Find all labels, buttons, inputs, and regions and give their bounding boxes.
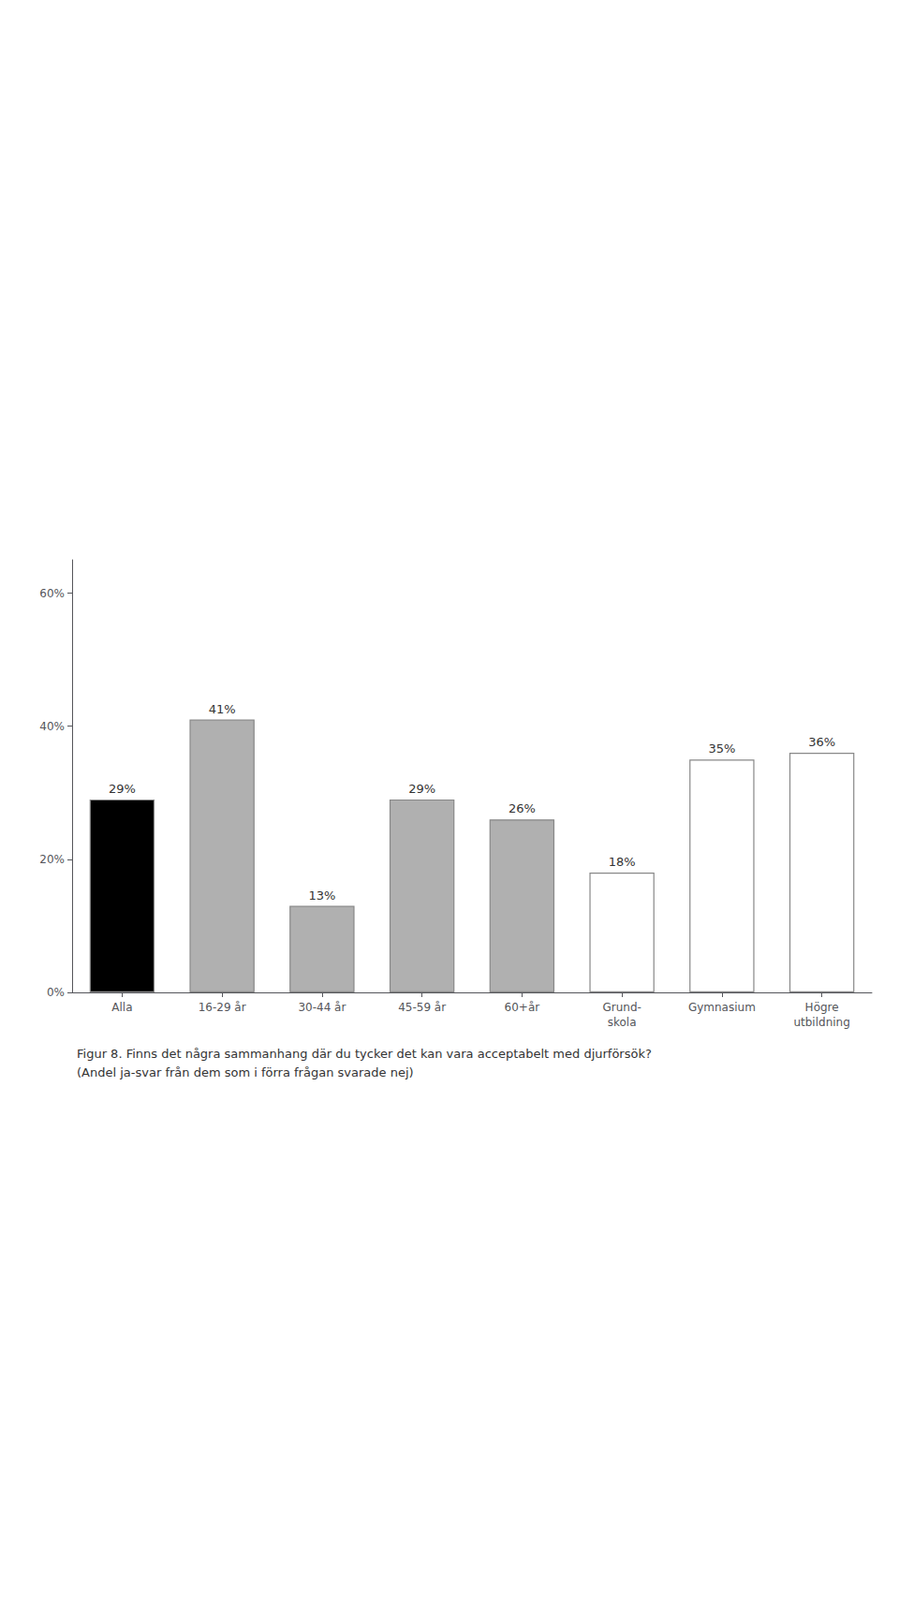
svg-text:26%: 26% [508,801,536,816]
svg-text:29%: 29% [108,781,136,796]
svg-text:60%: 60% [39,587,65,601]
svg-text:0%: 0% [46,986,65,1000]
svg-text:16-29 år: 16-29 år [198,1001,247,1015]
svg-text:skola: skola [607,1016,637,1030]
svg-text:36%: 36% [808,735,836,750]
svg-text:60+år: 60+år [504,1001,541,1015]
svg-text:13%: 13% [308,888,336,903]
svg-text:35%: 35% [707,741,736,756]
svg-text:30-44 år: 30-44 år [297,1001,346,1015]
svg-text:Figur 8. Finns det några samma: Figur 8. Finns det några sammanhang där … [76,1046,652,1062]
svg-text:20%: 20% [39,853,65,867]
svg-text:utbildning: utbildning [793,1016,850,1030]
svg-text:Gymnasium: Gymnasium [688,1001,756,1015]
svg-text:40%: 40% [39,720,65,734]
svg-text:(Andel ja-svar från dem som i: (Andel ja-svar från dem som i förra fråg… [76,1065,414,1080]
svg-text:Alla: Alla [111,1001,133,1015]
svg-text:18%: 18% [608,854,636,870]
svg-text:Högre: Högre [805,1001,840,1015]
svg-text:Grund-: Grund- [602,1001,641,1015]
svg-text:41%: 41% [208,702,236,717]
svg-text:45-59 år: 45-59 år [397,1001,446,1015]
svg-text:29%: 29% [408,781,436,796]
